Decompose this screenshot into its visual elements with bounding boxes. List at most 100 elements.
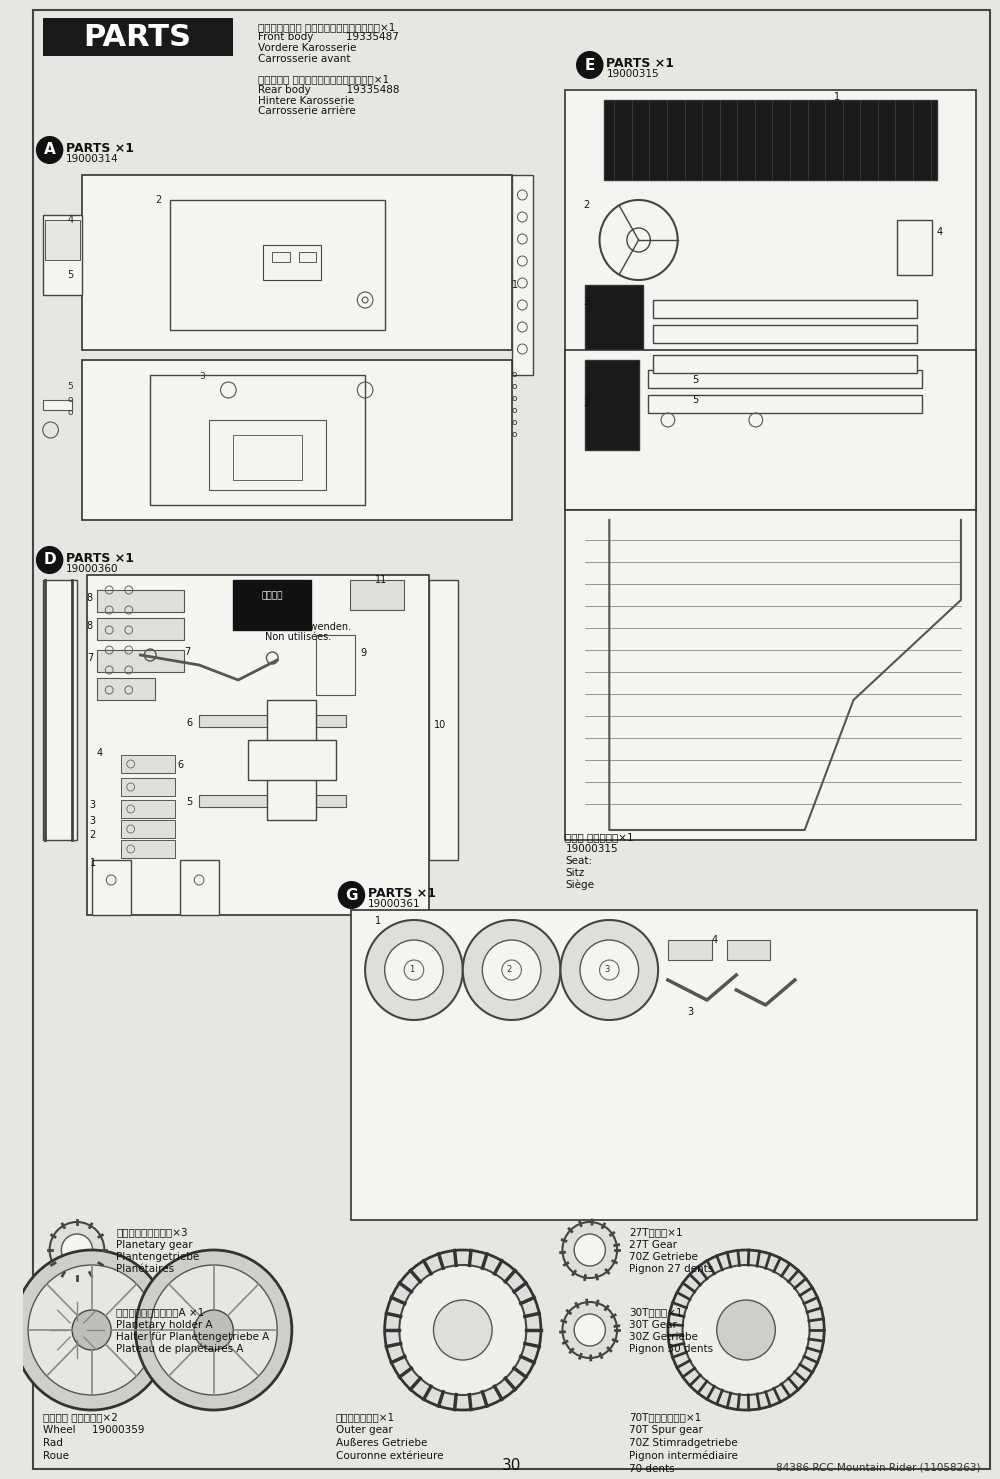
Text: 3: 3: [583, 297, 589, 308]
Text: 19000315: 19000315: [606, 70, 659, 78]
Circle shape: [67, 1319, 87, 1340]
Text: 5: 5: [67, 382, 73, 390]
Bar: [82, 359, 512, 521]
Circle shape: [574, 1313, 605, 1346]
Text: PARTS ×1: PARTS ×1: [606, 58, 674, 70]
Text: リヤボディ ・・・・・・・・・・・・・×1: リヤボディ ・・・・・・・・・・・・・×1: [258, 74, 389, 84]
Bar: [565, 90, 976, 510]
Text: 5: 5: [186, 797, 193, 808]
Text: 5: 5: [692, 376, 699, 385]
Text: Wheel     19000359: Wheel 19000359: [43, 1424, 144, 1435]
Circle shape: [61, 1233, 93, 1266]
Text: D: D: [43, 553, 56, 568]
Text: 8: 8: [87, 593, 93, 603]
Text: 30: 30: [502, 1457, 521, 1473]
Text: 1: 1: [512, 280, 518, 290]
Bar: [121, 819, 175, 839]
Text: 4: 4: [712, 935, 718, 945]
Text: アウターギヤ・×1: アウターギヤ・×1: [336, 1412, 395, 1421]
Circle shape: [580, 941, 639, 1000]
Bar: [727, 941, 770, 960]
Bar: [897, 220, 932, 275]
Bar: [45, 220, 80, 260]
Bar: [248, 740, 336, 779]
Text: Seat:: Seat:: [565, 856, 592, 867]
Text: 2: 2: [583, 200, 589, 210]
Text: A: A: [44, 142, 55, 157]
Bar: [43, 580, 77, 840]
Text: 70Z Stimradgetriebe: 70Z Stimradgetriebe: [629, 1438, 737, 1448]
Text: 5: 5: [692, 395, 699, 405]
Bar: [267, 700, 316, 819]
Text: 6: 6: [178, 760, 184, 771]
Circle shape: [482, 941, 541, 1000]
Text: PARTS ×1: PARTS ×1: [66, 552, 134, 565]
Text: o: o: [67, 408, 73, 417]
Text: 19000360: 19000360: [66, 563, 119, 574]
Bar: [565, 510, 976, 840]
Bar: [263, 246, 321, 280]
Text: Front body          19335487: Front body 19335487: [258, 33, 399, 43]
Bar: [97, 677, 155, 700]
Bar: [87, 575, 429, 916]
Bar: [316, 634, 355, 695]
Text: 3: 3: [687, 1007, 694, 1018]
Text: Plateau de planétaires A: Plateau de planétaires A: [116, 1343, 244, 1353]
Text: o: o: [512, 393, 517, 402]
Bar: [121, 840, 175, 858]
Text: Not used.: Not used.: [265, 612, 312, 623]
Circle shape: [683, 1265, 810, 1395]
Text: Rear body           19335488: Rear body 19335488: [258, 84, 399, 95]
Text: Pignon 27 dents: Pignon 27 dents: [629, 1265, 713, 1273]
Text: 1: 1: [375, 916, 381, 926]
Text: Vordere Karosserie: Vordere Karosserie: [258, 43, 356, 53]
Text: PARTS: PARTS: [84, 22, 192, 52]
Text: 10: 10: [433, 720, 446, 731]
Circle shape: [28, 1265, 155, 1395]
Text: 6: 6: [186, 717, 192, 728]
Text: PARTS ×1: PARTS ×1: [66, 142, 134, 155]
Bar: [299, 251, 316, 262]
Text: プラネタリーキャリアA ×1: プラネタリーキャリアA ×1: [116, 1307, 204, 1316]
Circle shape: [717, 1300, 775, 1361]
Bar: [97, 649, 184, 671]
Text: Outer gear: Outer gear: [336, 1424, 393, 1435]
Bar: [351, 910, 977, 1220]
Bar: [170, 200, 385, 330]
Bar: [43, 214, 82, 294]
Circle shape: [72, 1310, 111, 1350]
Text: 19000361: 19000361: [368, 899, 421, 910]
Bar: [653, 355, 917, 373]
Circle shape: [194, 1310, 233, 1350]
Text: o: o: [512, 370, 517, 379]
Bar: [233, 580, 311, 630]
Text: E: E: [585, 58, 595, 72]
Text: 1: 1: [409, 964, 414, 975]
Bar: [121, 778, 175, 796]
Text: G: G: [345, 887, 358, 902]
Circle shape: [136, 1250, 292, 1409]
Circle shape: [150, 1265, 277, 1395]
Bar: [97, 590, 184, 612]
Text: o: o: [67, 395, 73, 404]
Circle shape: [574, 1233, 605, 1266]
Text: 70T Spur gear: 70T Spur gear: [629, 1424, 703, 1435]
Text: Rad: Rad: [43, 1438, 63, 1448]
Circle shape: [577, 52, 602, 78]
Text: 30Tギヤ・×1: 30Tギヤ・×1: [629, 1307, 682, 1316]
Text: 27T Gear: 27T Gear: [629, 1239, 677, 1250]
Bar: [585, 359, 639, 450]
Text: Carrosserie avant: Carrosserie avant: [258, 53, 350, 64]
Text: Halter für Planetengetriebe A: Halter für Planetengetriebe A: [116, 1333, 269, 1341]
Bar: [97, 618, 184, 640]
Text: 3: 3: [583, 398, 589, 408]
Text: 7: 7: [87, 654, 93, 663]
Circle shape: [433, 1300, 492, 1361]
Bar: [43, 18, 233, 56]
Text: 2: 2: [90, 830, 96, 840]
Text: 11: 11: [375, 575, 387, 586]
Bar: [565, 351, 976, 510]
Text: Roue: Roue: [43, 1451, 69, 1461]
Bar: [668, 941, 712, 960]
Bar: [272, 251, 290, 262]
